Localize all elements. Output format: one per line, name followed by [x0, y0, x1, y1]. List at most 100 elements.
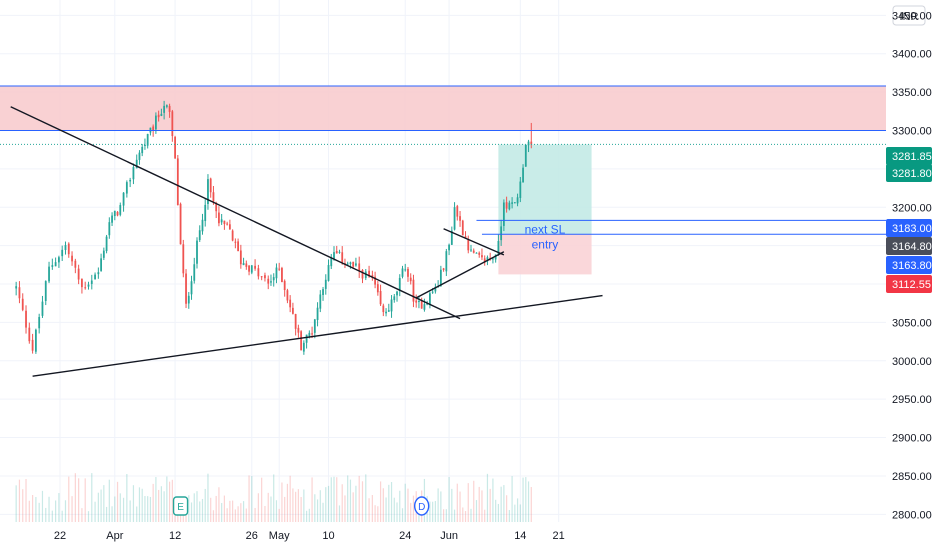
candle-body — [500, 226, 503, 241]
volume-bar — [149, 496, 152, 522]
candle-body — [260, 276, 263, 278]
candle-body — [358, 263, 361, 272]
wedge-upper-line[interactable] — [443, 228, 505, 256]
volume-bar — [229, 500, 231, 522]
candle-body — [522, 167, 524, 183]
volume-bar — [25, 479, 27, 522]
earnings-icon[interactable]: E — [172, 496, 189, 516]
candle-body — [292, 307, 294, 314]
volume-bar — [382, 488, 384, 522]
candle-body — [138, 152, 141, 160]
volume-bar — [248, 475, 250, 522]
price-tag-label: 3281.80 — [892, 168, 932, 180]
volume-bar — [81, 508, 83, 522]
volume-bar — [221, 503, 223, 522]
candle-body — [494, 254, 497, 260]
volume-bar — [292, 488, 294, 522]
candle-body — [31, 339, 34, 351]
price-tick-label: 3350.00 — [892, 87, 932, 99]
rising-support-trendline[interactable] — [32, 294, 603, 377]
candle-body — [361, 269, 364, 279]
volume-bar — [352, 492, 354, 522]
candle-body — [470, 249, 472, 251]
dividend-icon[interactable]: D — [413, 496, 430, 516]
volume-bar — [111, 506, 113, 522]
volume-bar — [325, 487, 327, 522]
volume-bar — [481, 490, 483, 522]
time-axis[interactable] — [0, 522, 886, 550]
candle-body — [294, 314, 297, 329]
candle-body — [524, 144, 527, 167]
candle-body — [448, 244, 450, 251]
volume-bar — [100, 489, 102, 522]
volume-bar — [190, 502, 193, 522]
time-axis-background — [0, 522, 886, 550]
candle-body — [64, 245, 67, 250]
volume-bar — [371, 495, 373, 522]
volume-bar — [327, 485, 330, 522]
time-tick-label: May — [269, 530, 290, 542]
volume-bar — [349, 479, 352, 522]
candle-body — [267, 278, 270, 284]
price-tag-label: 3183.00 — [892, 223, 932, 235]
annotations: next SL entry — [525, 222, 566, 251]
candle-body — [102, 250, 105, 258]
volume-bar — [412, 495, 415, 522]
candle-body — [141, 146, 144, 154]
candle-body — [379, 291, 382, 305]
candle-body — [48, 266, 50, 282]
candle-body — [418, 300, 420, 303]
descending-trendline[interactable] — [10, 106, 461, 320]
candle-body — [335, 251, 338, 254]
volume-bar — [71, 496, 73, 522]
volume-bar — [525, 477, 527, 522]
candle-body — [113, 210, 116, 217]
volume-bar — [126, 473, 128, 522]
volume-bar — [78, 478, 80, 522]
candle-body — [193, 264, 196, 281]
candle-body — [401, 268, 404, 277]
volume-bar — [467, 483, 469, 522]
candle-body — [58, 257, 60, 263]
candle-body — [442, 268, 445, 270]
volume-bar — [519, 504, 521, 522]
volume-bar — [108, 479, 110, 522]
volume-bar — [475, 500, 478, 522]
price-tag — [886, 256, 932, 274]
volume-bar — [212, 510, 215, 522]
price-tick-label: 2900.00 — [892, 433, 932, 445]
time-tick-label: 26 — [246, 530, 258, 542]
candle-body — [226, 223, 229, 225]
candle-body — [387, 310, 390, 312]
volume-bar — [58, 493, 60, 522]
volume-bar — [94, 501, 96, 522]
volume-bar — [511, 476, 513, 522]
volume-bar — [365, 474, 367, 522]
candle-body — [34, 329, 37, 352]
drawing-lines[interactable] — [0, 85, 886, 377]
volume-bar — [171, 479, 173, 522]
time-tick-label: Apr — [106, 530, 123, 542]
volume-bar — [434, 500, 436, 522]
candle-body — [283, 280, 286, 291]
volume-bar — [470, 508, 472, 522]
candle-body — [163, 105, 166, 113]
volume-bar — [237, 506, 239, 522]
volume-bar — [264, 505, 266, 522]
candle-body — [61, 249, 64, 257]
volume-bar — [385, 497, 387, 522]
volume-bar — [303, 489, 305, 522]
currency-badge[interactable] — [892, 5, 926, 26]
volume-bar — [492, 478, 494, 522]
candle-body — [486, 257, 489, 262]
volume-bar — [530, 487, 532, 522]
wedge-lower-line[interactable] — [415, 251, 505, 299]
candle-body — [44, 281, 47, 301]
candle-body — [382, 305, 385, 313]
candle-body — [254, 265, 256, 269]
candle-body — [242, 263, 245, 266]
candle-body — [264, 275, 266, 279]
candle-body — [467, 239, 470, 251]
